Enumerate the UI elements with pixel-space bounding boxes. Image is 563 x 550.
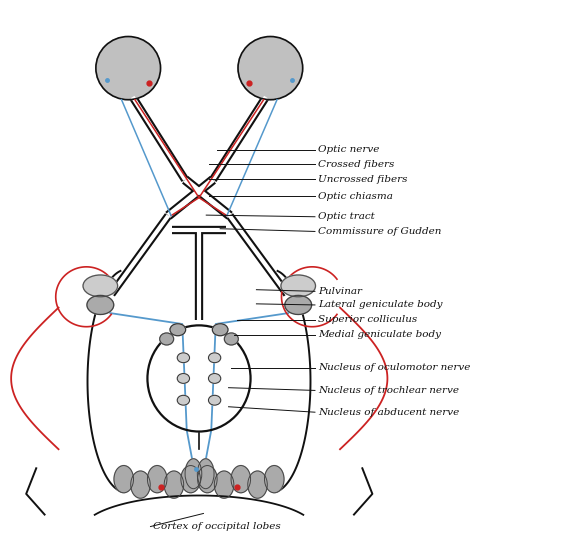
Circle shape — [96, 36, 160, 100]
Ellipse shape — [177, 395, 190, 405]
Text: Lateral geniculate body: Lateral geniculate body — [318, 300, 442, 310]
Ellipse shape — [231, 465, 251, 493]
Ellipse shape — [181, 465, 200, 493]
Ellipse shape — [87, 295, 114, 315]
Ellipse shape — [185, 459, 202, 489]
Ellipse shape — [160, 333, 173, 345]
Text: Optic tract: Optic tract — [318, 212, 374, 221]
Text: Cortex of occipital lobes: Cortex of occipital lobes — [153, 522, 281, 531]
Ellipse shape — [177, 373, 190, 383]
Text: Superior colliculus: Superior colliculus — [318, 315, 417, 324]
Ellipse shape — [177, 353, 190, 362]
Ellipse shape — [131, 471, 150, 498]
Text: Medial geniculate body: Medial geniculate body — [318, 331, 441, 339]
Ellipse shape — [215, 471, 234, 498]
Circle shape — [238, 36, 303, 100]
Text: Nucleus of oculomotor nerve: Nucleus of oculomotor nerve — [318, 363, 470, 372]
Text: Uncrossed fibers: Uncrossed fibers — [318, 175, 407, 184]
Ellipse shape — [148, 465, 167, 493]
Text: Crossed fibers: Crossed fibers — [318, 160, 394, 169]
Text: Optic nerve: Optic nerve — [318, 145, 379, 155]
Ellipse shape — [212, 324, 228, 336]
Ellipse shape — [225, 333, 238, 345]
Text: Nucleus of abducent nerve: Nucleus of abducent nerve — [318, 408, 459, 417]
Ellipse shape — [208, 353, 221, 362]
Ellipse shape — [83, 275, 118, 297]
Ellipse shape — [208, 395, 221, 405]
Text: Nucleus of trochlear nerve: Nucleus of trochlear nerve — [318, 386, 459, 395]
Text: Pulvinar: Pulvinar — [318, 287, 362, 296]
Ellipse shape — [170, 324, 186, 336]
Ellipse shape — [285, 295, 311, 315]
Ellipse shape — [198, 465, 217, 493]
Text: Commissure of Gudden: Commissure of Gudden — [318, 227, 441, 236]
Ellipse shape — [208, 373, 221, 383]
Ellipse shape — [248, 471, 267, 498]
Ellipse shape — [114, 465, 133, 493]
Text: Optic chiasma: Optic chiasma — [318, 191, 392, 201]
Ellipse shape — [197, 459, 214, 489]
Ellipse shape — [265, 465, 284, 493]
Ellipse shape — [281, 275, 315, 297]
Ellipse shape — [164, 471, 184, 498]
